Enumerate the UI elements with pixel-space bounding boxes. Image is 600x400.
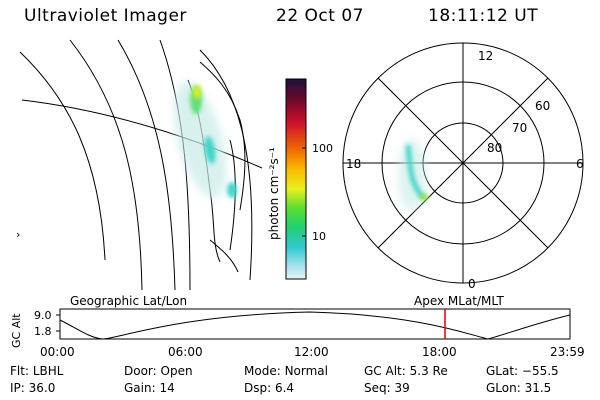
y-tick-1-8: 1.8	[34, 325, 52, 338]
colorbar-unit-label: photon cm⁻²s⁻¹	[267, 147, 281, 240]
instrument-title: Ultraviolet Imager	[24, 6, 187, 26]
status-ip: IP: 36.0	[10, 381, 56, 395]
status-glon-value: 31.5	[524, 381, 552, 395]
colorbar-tick-100: 100	[312, 142, 333, 155]
status-dsp-value: 6.4	[274, 381, 295, 395]
aurora-emission-geo	[173, 81, 237, 199]
coastline-4	[209, 239, 239, 273]
lon-line-1	[19, 51, 106, 261]
mlt-label-12: 12	[478, 49, 493, 63]
status-gc-alt: GC Alt: 5.3 Re	[364, 364, 448, 378]
map-edge-mark: ›	[16, 228, 20, 241]
observation-date: 22 Oct 07	[276, 6, 364, 26]
lat-label-70: 70	[512, 121, 527, 135]
status-mode-value: Normal	[284, 364, 328, 378]
map-edge-mark-text: ›	[16, 228, 20, 241]
status-glat: GLat: −55.5	[486, 364, 559, 378]
lat-line-1	[21, 99, 262, 169]
mlt-label-6: 6	[576, 157, 584, 171]
colorbar-tick-10: 10	[312, 230, 326, 243]
status-glon: GLon: 31.5	[486, 381, 552, 395]
lat-label-60: 60	[535, 99, 550, 113]
lat-label-80: 80	[487, 141, 502, 155]
status-dsp: Dsp: 6.4	[244, 381, 295, 395]
status-ip-value: 36.0	[28, 381, 56, 395]
gc-alt-axis-label: GC Alt	[10, 313, 23, 348]
status-glat-value: −55.5	[521, 364, 559, 378]
timeline-right-label: Apex MLat/MLT	[414, 294, 504, 308]
observation-time: 18:11:12 UT	[428, 6, 539, 26]
mlt-label-18: 18	[346, 157, 361, 171]
status-gain-value: 14	[159, 381, 175, 395]
x-tick-2359: 23:59	[550, 345, 585, 359]
status-gain: Gain: 14	[124, 381, 175, 395]
status-door-value: Open	[160, 364, 193, 378]
status-seq-value: 39	[394, 381, 410, 395]
timeline-frame	[59, 308, 571, 340]
x-tick-0000: 00:00	[40, 345, 75, 359]
colorbar-gradient	[285, 78, 307, 280]
x-tick-0600: 06:00	[168, 345, 203, 359]
aurora-emission-polar	[398, 139, 429, 211]
status-mode: Mode: Normal	[244, 364, 328, 378]
x-tick-1800: 18:00	[422, 345, 457, 359]
altitude-curve	[59, 311, 571, 340]
status-flt-value: LBHL	[32, 364, 64, 378]
timeline-left-label: Geographic Lat/Lon	[70, 294, 188, 308]
coastline-2	[199, 61, 246, 211]
status-door: Door: Open	[124, 364, 193, 378]
lon-line-2	[69, 39, 143, 290]
status-seq: Seq: 39	[364, 381, 410, 395]
status-flt: Flt: LBHL	[10, 364, 64, 378]
y-tick-9: 9.0	[34, 309, 52, 322]
mlt-label-0: 0	[468, 277, 476, 291]
lon-line-3	[117, 39, 176, 290]
status-gc-alt-value: 5.3 Re	[409, 364, 448, 378]
x-tick-1200: 12:00	[294, 345, 329, 359]
